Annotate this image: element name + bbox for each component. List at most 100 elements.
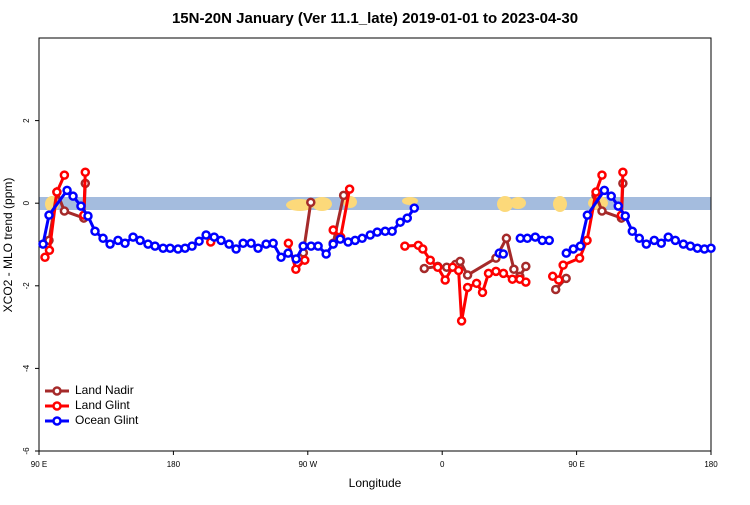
x-tick-label: 90 E (568, 460, 584, 469)
legend-label: Land Nadir (75, 383, 134, 397)
marker (328, 225, 338, 235)
marker (530, 232, 540, 242)
marker (387, 226, 397, 237)
marker (298, 241, 308, 251)
marker (582, 235, 592, 246)
marker (706, 243, 716, 253)
marker (328, 239, 338, 249)
marker (425, 255, 436, 265)
marker (477, 287, 488, 298)
marker (400, 241, 410, 251)
marker (231, 244, 241, 254)
marker (432, 262, 443, 272)
marker (306, 197, 316, 208)
marker (491, 266, 501, 277)
marker (300, 255, 310, 265)
marker (150, 241, 160, 251)
series-line (331, 195, 346, 244)
marker (606, 191, 616, 201)
marker (522, 233, 533, 244)
ocean-band (39, 197, 711, 210)
marker (120, 238, 130, 249)
marker (440, 275, 450, 285)
marker (591, 187, 601, 197)
marker (338, 190, 349, 201)
marker (462, 282, 473, 293)
marker (68, 191, 78, 201)
marker (268, 238, 278, 249)
x-tick-label: 90 E (31, 460, 47, 469)
marker (471, 278, 482, 289)
marker (656, 238, 667, 249)
y-tick-label: -2 (22, 282, 31, 290)
marker (498, 249, 509, 259)
y-tick-label: -4 (22, 364, 31, 372)
marker (90, 226, 100, 237)
marker (165, 243, 175, 253)
marker (575, 241, 586, 251)
marker (62, 185, 72, 196)
marker (634, 233, 645, 244)
marker (40, 252, 50, 263)
marker (201, 230, 211, 240)
marker (59, 206, 70, 216)
marker (238, 238, 248, 249)
marker (128, 232, 138, 242)
marker (620, 211, 631, 221)
legend-marker (52, 401, 62, 411)
marker (498, 268, 509, 279)
marker (52, 187, 62, 197)
marker (561, 273, 571, 284)
marker (561, 248, 572, 258)
marker (550, 284, 561, 295)
y-tick-label: 0 (22, 200, 31, 205)
marker (321, 249, 331, 259)
x-tick-label: 180 (704, 460, 718, 469)
marker (597, 170, 607, 180)
marker (395, 217, 405, 227)
marker (483, 268, 494, 279)
marker (456, 316, 467, 326)
marker (507, 274, 518, 284)
marker (558, 260, 568, 270)
marker (59, 170, 70, 180)
marker (641, 239, 652, 249)
marker (521, 277, 531, 287)
marker (613, 201, 624, 211)
marker (187, 241, 197, 251)
legend-label: Ocean Glint (75, 413, 139, 427)
marker (135, 235, 145, 246)
series-line (404, 243, 527, 322)
marker (253, 243, 263, 253)
chart-title: 15N-20N January (Ver 11.1_late) 2019-01-… (172, 10, 578, 27)
x-tick-label: 0 (440, 460, 445, 469)
marker (544, 235, 555, 246)
marker (283, 238, 294, 249)
marker (76, 201, 86, 211)
marker (582, 210, 593, 220)
marker (418, 244, 428, 254)
marker (313, 241, 323, 251)
marker (599, 185, 610, 196)
marker (553, 275, 564, 285)
y-tick-label: 2 (22, 118, 31, 123)
marker (44, 245, 55, 256)
marker (98, 233, 108, 244)
marker (670, 235, 681, 246)
y-axis-label: XCO2 - MLO trend (ppm) (1, 178, 15, 313)
marker (419, 263, 430, 274)
marker (216, 235, 226, 246)
marker (372, 227, 382, 237)
marker (283, 248, 293, 258)
marker (627, 226, 638, 237)
marker (194, 236, 204, 246)
x-axis-label: Longitude (349, 476, 402, 490)
marker (44, 210, 54, 220)
marker (246, 238, 256, 249)
marker (357, 233, 367, 244)
x-tick-label: 90 W (298, 460, 317, 469)
marker (574, 253, 585, 263)
marker (335, 234, 345, 244)
marker (224, 239, 234, 249)
